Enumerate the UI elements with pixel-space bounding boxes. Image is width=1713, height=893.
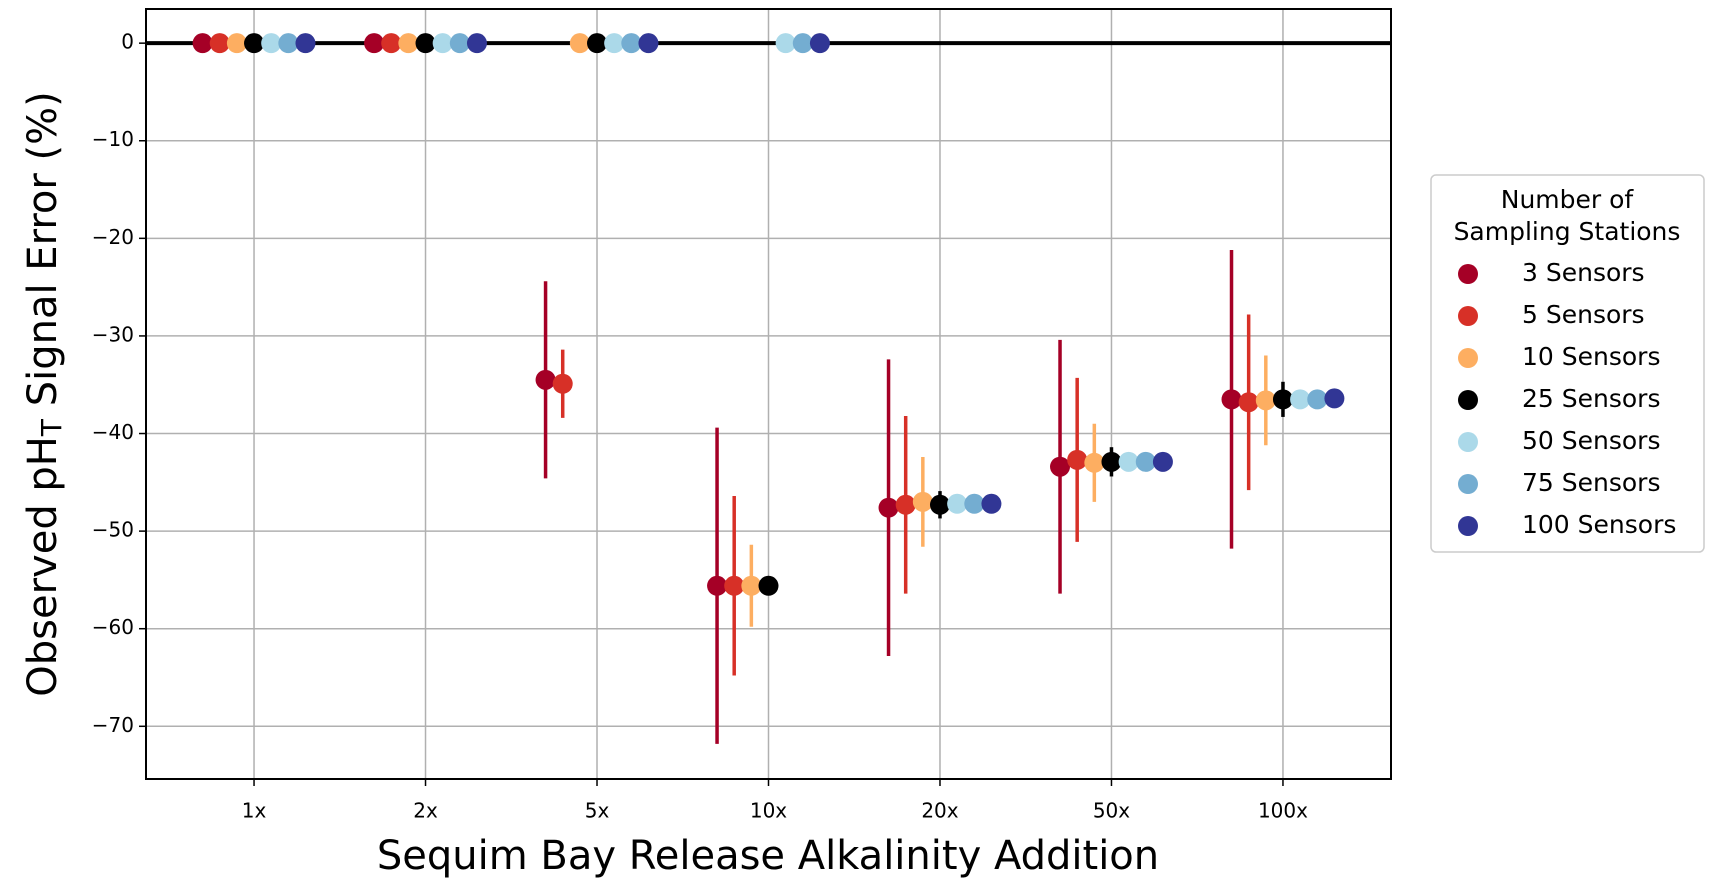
- x-tick-label: 1x: [242, 799, 267, 823]
- marker: [226, 33, 247, 54]
- x-tick-label: 2x: [413, 799, 438, 823]
- marker: [1272, 389, 1293, 410]
- marker: [398, 33, 419, 54]
- marker: [775, 33, 796, 54]
- marker: [1152, 451, 1173, 472]
- legend-marker: [1458, 264, 1478, 284]
- legend-label: 50 Sensors: [1522, 426, 1660, 455]
- marker: [364, 33, 385, 54]
- legend-label: 3 Sensors: [1522, 258, 1645, 287]
- legend-label: 10 Sensors: [1522, 342, 1660, 371]
- marker: [1324, 388, 1345, 409]
- legend-marker: [1458, 474, 1478, 494]
- legend-marker: [1458, 306, 1478, 326]
- marker: [929, 494, 950, 515]
- marker: [809, 33, 830, 54]
- marker: [947, 493, 968, 514]
- marker: [209, 33, 230, 54]
- legend-marker: [1458, 348, 1478, 368]
- legend-title: Number of: [1501, 185, 1635, 214]
- plot-frame: [145, 8, 1392, 780]
- marker: [724, 575, 745, 596]
- marker: [621, 33, 642, 54]
- legend-marker: [1458, 516, 1478, 536]
- x-tick-label: 5x: [585, 799, 610, 823]
- marker: [964, 493, 985, 514]
- marker: [1101, 451, 1122, 472]
- legend-label: 25 Sensors: [1522, 384, 1660, 413]
- marker: [981, 493, 1002, 514]
- legend-label: 100 Sensors: [1522, 510, 1676, 539]
- marker: [569, 33, 590, 54]
- marker: [278, 33, 299, 54]
- marker: [295, 33, 316, 54]
- y-tick-label: −50: [92, 518, 134, 542]
- marker: [1255, 390, 1276, 411]
- marker: [758, 575, 779, 596]
- marker: [381, 33, 402, 54]
- marker: [552, 373, 573, 394]
- marker: [1307, 389, 1328, 410]
- marker: [1238, 392, 1259, 413]
- marker: [1067, 449, 1088, 470]
- y-axis-label: Observed pHT Signal Error (%): [20, 91, 68, 696]
- marker: [1050, 456, 1071, 477]
- marker: [261, 33, 282, 54]
- x-tick-label: 10x: [750, 799, 787, 823]
- marker: [1118, 451, 1139, 472]
- y-tick-label: −60: [92, 615, 134, 639]
- legend-title: Sampling Stations: [1454, 217, 1681, 246]
- x-tick-label: 20x: [921, 799, 958, 823]
- x-axis-label: Sequim Bay Release Alkalinity Addition: [377, 833, 1159, 879]
- marker: [466, 33, 487, 54]
- y-tick-label: −70: [92, 713, 134, 737]
- marker: [604, 33, 625, 54]
- marker: [535, 369, 556, 390]
- marker: [878, 497, 899, 518]
- y-tick-label: 0: [121, 30, 134, 54]
- marker: [1290, 389, 1311, 410]
- legend-label: 75 Sensors: [1522, 468, 1660, 497]
- marker: [1135, 451, 1156, 472]
- marker: [1084, 452, 1105, 473]
- legend-marker: [1458, 432, 1478, 452]
- marker: [792, 33, 813, 54]
- y-label-subscript: T: [35, 418, 68, 437]
- y-tick-label: −30: [92, 322, 134, 346]
- marker: [741, 575, 762, 596]
- marker: [415, 33, 436, 54]
- marker: [895, 494, 916, 515]
- y-tick-label: −40: [92, 420, 134, 444]
- marker: [432, 33, 453, 54]
- marker: [587, 33, 608, 54]
- marker: [449, 33, 470, 54]
- marker: [1221, 389, 1242, 410]
- marker: [192, 33, 213, 54]
- marker: [912, 491, 933, 512]
- y-tick-label: −20: [92, 225, 134, 249]
- y-label-part: Signal Error (%): [20, 91, 66, 419]
- y-tick-label: −10: [92, 127, 134, 151]
- y-label-part: Observed pH: [20, 436, 66, 697]
- x-tick-label: 100x: [1258, 799, 1308, 823]
- x-tick-label: 50x: [1093, 799, 1130, 823]
- marker: [638, 33, 659, 54]
- legend-marker: [1458, 390, 1478, 410]
- legend-label: 5 Sensors: [1522, 300, 1645, 329]
- marker: [707, 575, 728, 596]
- legend-box: [1430, 174, 1705, 553]
- marker: [244, 33, 265, 54]
